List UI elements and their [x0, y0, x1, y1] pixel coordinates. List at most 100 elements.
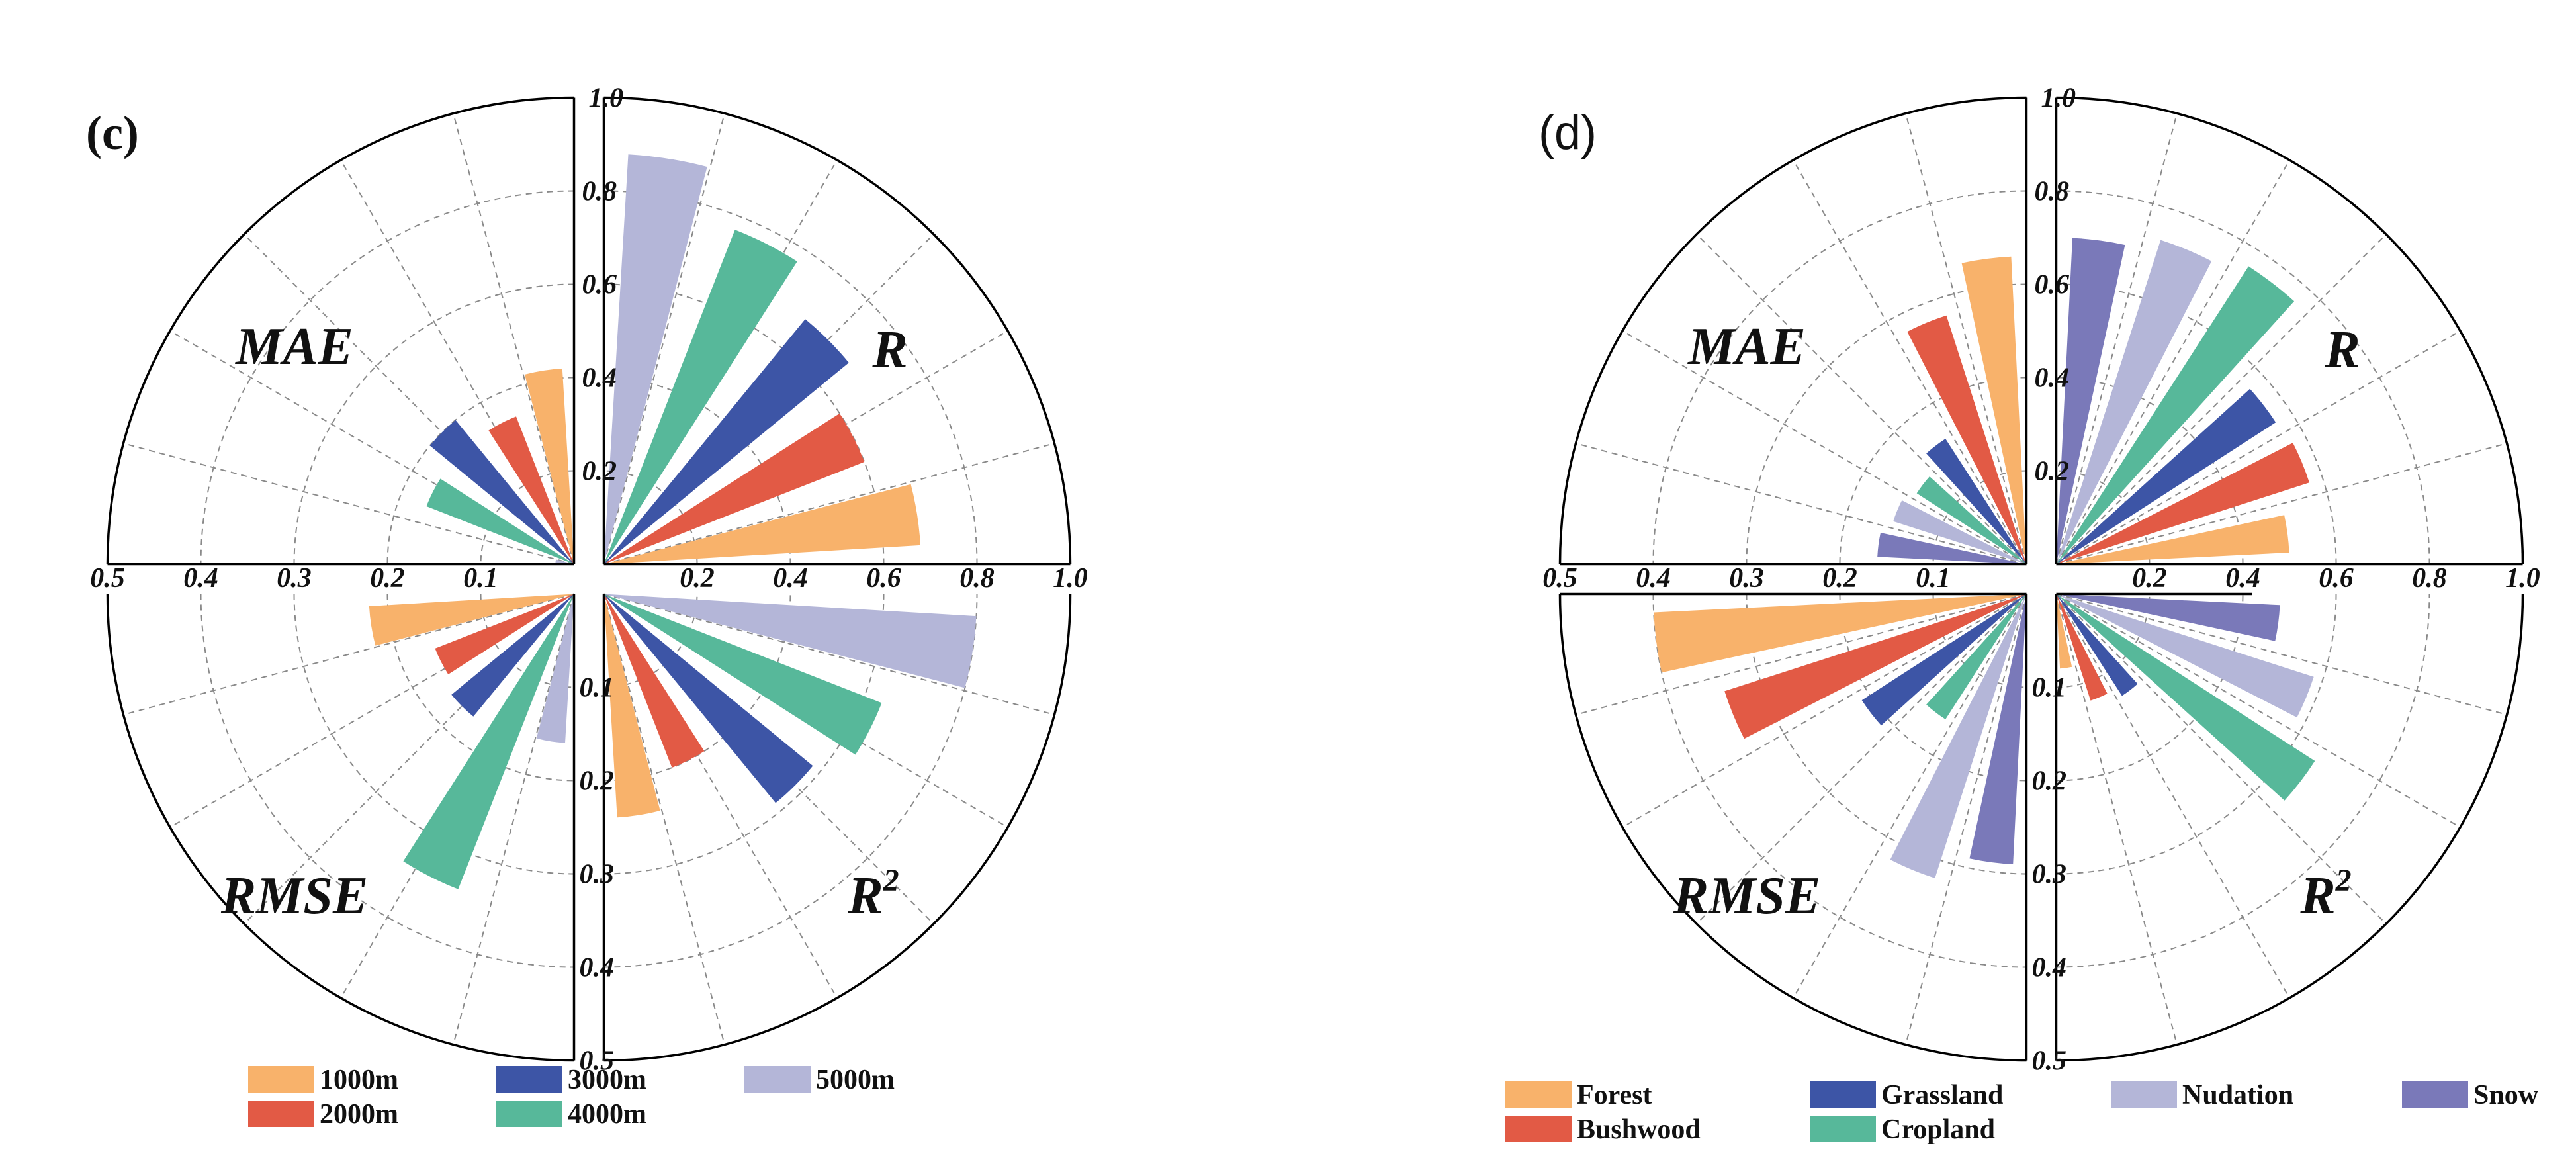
bar-rmse-3000m: [451, 594, 574, 717]
bar-mae-snow: [1877, 533, 2027, 564]
bar-mae-1000m: [525, 368, 574, 564]
grid-ring: [1839, 594, 2027, 782]
bar-rmse-bushwood: [1724, 594, 2027, 739]
grid-spoke: [2055, 593, 2290, 999]
grid-spoke: [2055, 593, 2461, 828]
grid-ring: [1746, 283, 2027, 564]
metric-label-r2: R2: [2299, 863, 2351, 925]
legend-swatch: [1810, 1116, 1876, 1142]
panel-d-chart: 0.2 0.4 0.6 0.8 1.0 0.5 0.4 0.3 0.2 0.1 0.2 0.4 0.6 0…: [1505, 83, 2540, 1145]
tick-label: 1.0: [589, 83, 624, 114]
grid-spoke: [123, 593, 574, 715]
outer-arc: [1558, 594, 2027, 1062]
grid-spoke: [1576, 443, 2027, 565]
bar-r2-snow: [2056, 594, 2280, 641]
tick-label: 0.2: [370, 563, 405, 594]
tick-label: 1.0: [2505, 563, 2540, 594]
bar-mae-grassland: [1926, 439, 2027, 564]
bar-rmse-cropland: [1926, 594, 2027, 719]
bar-mae-cropland: [1916, 476, 2027, 564]
outer-arc: [106, 594, 574, 1062]
legend: 1000m 3000m 5000m 2000m 4000m: [248, 1065, 895, 1130]
quadrant-mae: [106, 96, 575, 565]
bar-r2-bushwood: [2056, 594, 2108, 701]
panel-c-chart: 0.2 0.4 0.6 0.8 1.0 0.5 0.4 0.3 0.2 0.1 0.2 0.4 0.6 0…: [86, 83, 1088, 1130]
metric-label-superscript: 2: [2335, 863, 2352, 898]
bar-r2-grassland: [2056, 594, 2138, 696]
grid-ring: [2056, 594, 2244, 782]
tick-label: 0.8: [2412, 563, 2447, 594]
tick-label: 0.6: [2319, 563, 2354, 594]
quadrant-r: [603, 96, 1072, 565]
quadrant-r2: [603, 593, 1072, 1062]
grid-spoke: [2055, 594, 2178, 1045]
legend-label: 5000m: [816, 1065, 895, 1095]
bar-r-grassland: [2056, 388, 2276, 564]
legend-item: Bushwood: [1505, 1114, 1701, 1145]
grid-spoke: [1905, 594, 2027, 1045]
tick-label: 0.6: [582, 270, 617, 300]
legend-item: 5000m: [744, 1065, 895, 1095]
grid-spoke: [453, 113, 575, 564]
tick-label: 0.1: [580, 673, 615, 703]
bar-mae-5000m: [555, 559, 574, 564]
legend-label: Grassland: [1881, 1080, 2003, 1110]
bar-r-nudation: [2056, 240, 2212, 564]
bar-r-forest: [2056, 515, 2289, 564]
bar-mae-bushwood: [1907, 315, 2027, 564]
tick-label: 0.4: [2035, 363, 2070, 394]
tick-label: 0.2: [1822, 563, 1857, 594]
tick-label: 0.4: [2225, 563, 2260, 594]
bar-r2-nudation: [2056, 594, 2314, 718]
tick-label: 0.1: [1916, 563, 1951, 594]
legend-label: Forest: [1577, 1080, 1652, 1110]
outer-arc: [603, 96, 1072, 564]
grid-ring: [2056, 594, 2430, 968]
grid-spoke: [1696, 234, 2027, 565]
grid-spoke: [2055, 113, 2178, 564]
grid-spoke: [453, 594, 575, 1045]
legend-label: Bushwood: [1577, 1114, 1701, 1145]
tick-label: 0.4: [582, 363, 617, 394]
outer-arc: [603, 594, 1072, 1062]
grid-ring: [603, 190, 978, 564]
tick-label: 0.5: [1542, 563, 1577, 594]
grid-spoke: [603, 113, 725, 564]
axis-frame: [1560, 97, 2523, 1061]
legend-swatch: [248, 1101, 314, 1127]
bar-r2-3000m: [603, 594, 813, 803]
tick-label: 1.0: [2041, 83, 2076, 114]
legend-label: 2000m: [320, 1099, 398, 1130]
grid-spoke: [603, 593, 1055, 715]
bar-r2-cropland: [2056, 594, 2315, 801]
bar-rmse-1000m: [369, 594, 574, 646]
tick-label: 0.3: [2032, 860, 2067, 890]
grid-ring: [200, 594, 574, 968]
bar-rmse-nudation: [1890, 594, 2027, 878]
grid-spoke: [1622, 593, 2027, 828]
quadrant-r2: [2055, 593, 2524, 1062]
legend-item: Cropland: [1810, 1114, 1995, 1145]
legend-swatch: [1505, 1116, 1572, 1142]
tick-label: 0.6: [866, 563, 901, 594]
tick-label: 0.2: [2132, 563, 2167, 594]
quadrant-rmse: [106, 593, 575, 1062]
tick-label: 0.8: [2035, 177, 2070, 207]
outer-arc: [2056, 96, 2524, 564]
bar-rmse-forest: [1654, 594, 2027, 673]
grid-ring: [200, 190, 574, 564]
grid-ring: [2056, 283, 2337, 564]
tick-label: 0.2: [580, 766, 615, 797]
tick-label: 0.4: [2032, 953, 2067, 983]
tick-label: 0.8: [959, 563, 995, 594]
grid-spoke: [1696, 593, 2027, 924]
bar-r2-5000m: [603, 594, 977, 688]
grid-ring: [2056, 190, 2430, 564]
bar-r-cropland: [2056, 266, 2295, 564]
legend-label: 4000m: [568, 1099, 646, 1130]
quadrant-mae: [1558, 96, 2027, 565]
tick-label: 0.1: [2032, 673, 2067, 703]
outer-arc: [106, 96, 574, 564]
legend-swatch: [1810, 1081, 1876, 1108]
legend-swatch: [744, 1066, 811, 1093]
